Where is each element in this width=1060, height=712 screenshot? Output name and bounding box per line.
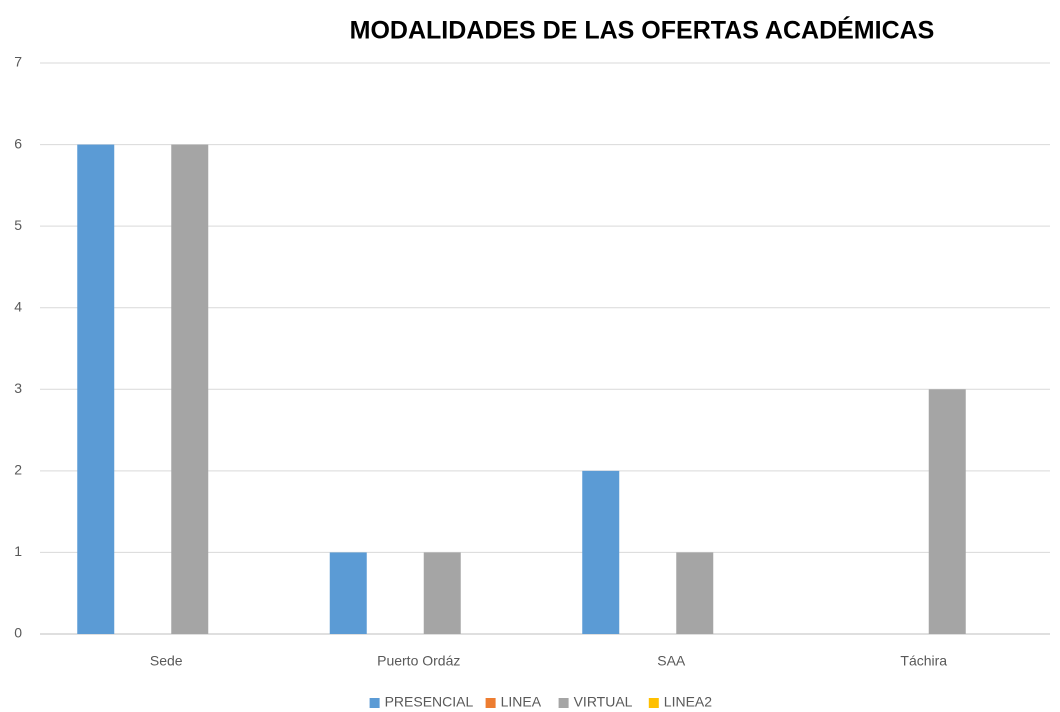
y-tick-label: 7 — [14, 54, 22, 70]
y-tick-label: 5 — [14, 217, 22, 233]
legend-swatch — [369, 698, 380, 708]
bar — [171, 144, 209, 635]
y-tick-label: 0 — [14, 625, 22, 641]
y-tick-label: 2 — [14, 462, 22, 478]
y-tick-label: 4 — [14, 298, 22, 314]
legend-swatch — [485, 698, 496, 708]
bar — [77, 144, 115, 635]
legend-label: LINEA2 — [664, 694, 712, 710]
bar — [676, 552, 714, 634]
legend-swatch — [648, 698, 659, 708]
y-tick-label: 3 — [14, 380, 22, 396]
legend-label: PRESENCIAL — [385, 694, 474, 710]
bar — [329, 552, 367, 634]
bar — [928, 389, 966, 634]
legend-label: LINEA — [501, 694, 542, 710]
x-tick-label: Táchira — [900, 653, 947, 669]
x-tick-label: Sede — [150, 653, 183, 669]
chart-title: MODALIDADES DE LAS OFERTAS ACADÉMICAS — [350, 16, 935, 45]
legend-label: VIRTUAL — [574, 694, 633, 710]
x-tick-label: Puerto Ordáz — [377, 653, 460, 669]
bar — [423, 552, 461, 634]
legend-swatch — [558, 698, 569, 708]
y-tick-label: 6 — [14, 135, 22, 151]
y-tick-label: 1 — [14, 543, 22, 559]
bar — [582, 470, 620, 634]
x-tick-label: SAA — [657, 653, 686, 669]
